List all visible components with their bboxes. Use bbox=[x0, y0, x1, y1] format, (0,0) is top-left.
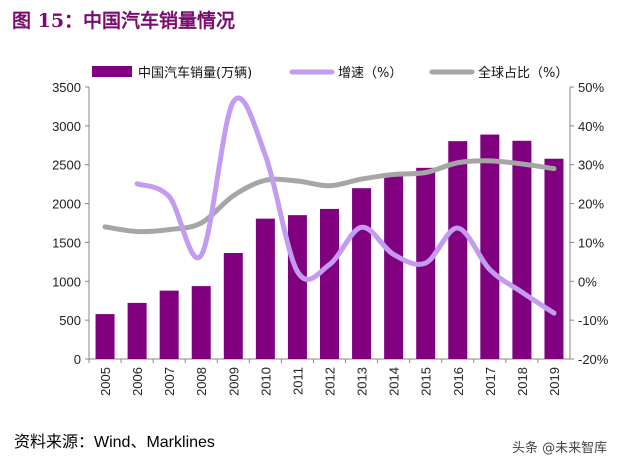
left-tick-label: 500 bbox=[59, 313, 81, 328]
x-tick-label: 2016 bbox=[451, 367, 466, 396]
x-tick-label: 2008 bbox=[194, 367, 209, 396]
right-tick-label: 40% bbox=[578, 119, 604, 134]
x-tick-label: 2011 bbox=[290, 367, 305, 395]
bar-2007 bbox=[159, 290, 179, 359]
x-tick-label: 2012 bbox=[323, 367, 338, 396]
x-tick-label: 2007 bbox=[162, 367, 177, 396]
bar-2018 bbox=[512, 140, 532, 359]
x-tick-label: 2015 bbox=[419, 367, 434, 396]
x-tick-label: 2018 bbox=[515, 367, 530, 396]
bar-2009 bbox=[223, 252, 243, 359]
right-tick-label: -20% bbox=[578, 352, 609, 367]
legend-label: 中国汽车销量(万辆) bbox=[138, 65, 252, 81]
x-tick-label: 2009 bbox=[226, 367, 241, 396]
x-tick-label: 2013 bbox=[355, 367, 370, 396]
x-tick-label: 2005 bbox=[98, 367, 113, 396]
x-tick-label: 2006 bbox=[130, 367, 145, 396]
x-tick-label: 2017 bbox=[483, 367, 498, 396]
right-tick-label: 0% bbox=[578, 274, 597, 289]
line-growth bbox=[134, 95, 557, 316]
left-tick-label: 3000 bbox=[52, 119, 81, 134]
right-tick-label: 30% bbox=[578, 158, 604, 173]
left-tick-label: 0 bbox=[74, 352, 81, 367]
bar-2008 bbox=[191, 286, 211, 359]
right-tick-label: 50% bbox=[578, 80, 604, 95]
bar-2014 bbox=[384, 176, 404, 359]
legend-swatch bbox=[92, 66, 132, 77]
legend-label: 全球占比（%） bbox=[478, 65, 568, 81]
right-tick-label: 10% bbox=[578, 235, 604, 250]
bar-2013 bbox=[352, 188, 372, 359]
bar-2010 bbox=[255, 218, 275, 359]
left-tick-label: 2500 bbox=[52, 158, 81, 173]
x-tick-label: 2010 bbox=[258, 367, 273, 396]
left-tick-label: 1000 bbox=[52, 274, 81, 289]
figure-title: 图 15：中国汽车销量情况 bbox=[12, 10, 236, 32]
bar-2019 bbox=[544, 158, 564, 359]
right-tick-label: -10% bbox=[578, 313, 609, 328]
watermark: 头条 @未来智库 bbox=[512, 441, 608, 456]
x-tick-label: 2019 bbox=[547, 367, 562, 396]
bar-2011 bbox=[287, 215, 307, 359]
source-note: 资料来源：Wind、Marklines bbox=[14, 434, 215, 451]
left-tick-label: 2000 bbox=[52, 197, 81, 212]
bar-2016 bbox=[448, 141, 468, 359]
left-tick-label: 3500 bbox=[52, 80, 81, 95]
left-tick-label: 1500 bbox=[52, 235, 81, 250]
bar-2017 bbox=[480, 134, 500, 359]
bar-2006 bbox=[127, 302, 147, 359]
bar-2005 bbox=[95, 314, 115, 359]
x-tick-label: 2014 bbox=[387, 367, 402, 396]
bar-2012 bbox=[320, 208, 339, 359]
legend-label: 增速（%） bbox=[338, 66, 402, 81]
right-tick-label: 20% bbox=[578, 197, 604, 212]
